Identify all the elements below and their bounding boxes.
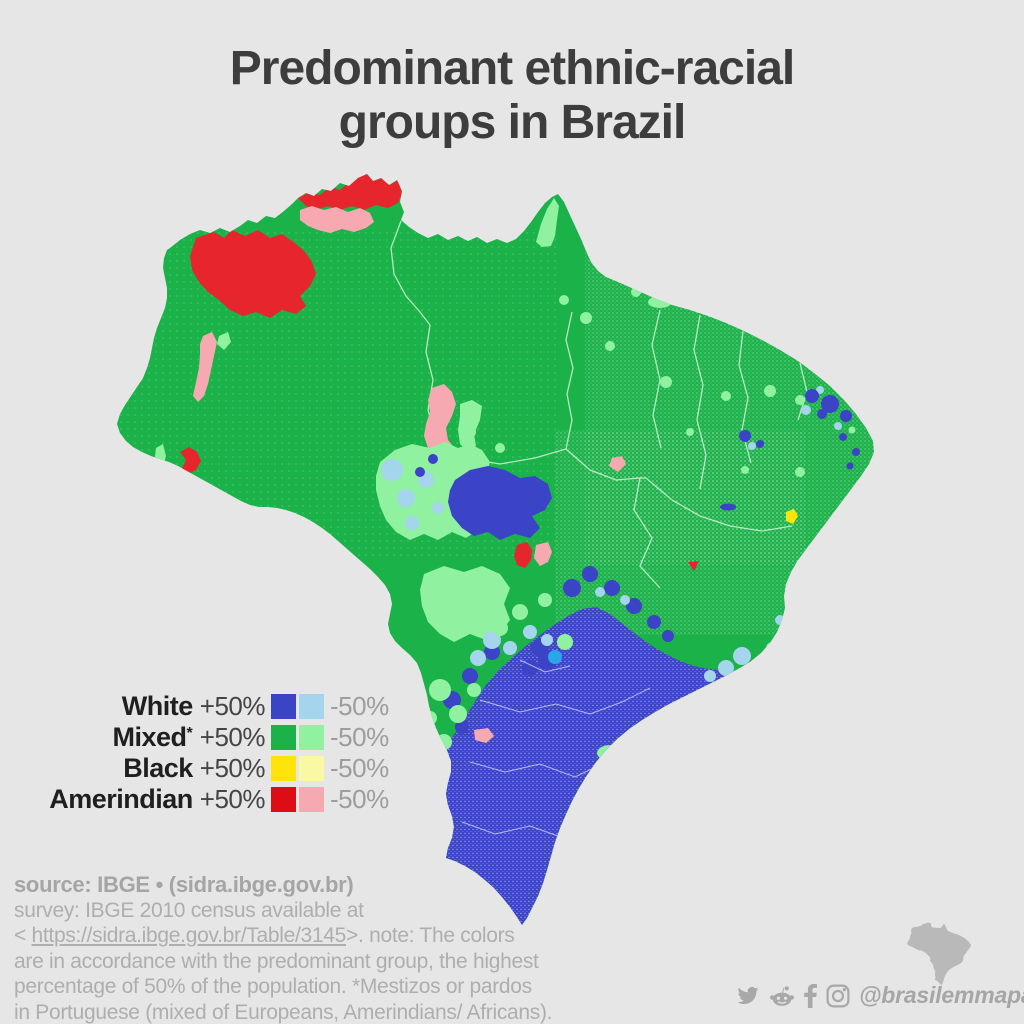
region-amerindian-minor-west [155,332,231,474]
facebook-icon[interactable] [804,983,817,1008]
legend-swatch-black-major [271,756,296,781]
region-amerindian-major-center-spot [514,542,532,568]
legend-swatch-amerindian-minor [299,787,324,812]
region-white-major-northeast-cluster [739,386,860,470]
legend-swatch-amerindian-major [271,787,296,812]
legend-swatch-white-major [271,694,296,719]
legend-swatch-black-minor [299,756,324,781]
source-line-2: survey: IBGE 2010 census available at [14,898,364,922]
legend-plus-label: +50% [199,722,266,752]
legend-swatch-mixed-minor [299,725,324,750]
legend-label-mixed: Mixed [112,722,188,752]
region-mixed-minor-amapa [536,198,559,247]
legend-mixed-asterisk: * [186,725,193,742]
source-line-bold: source: IBGE • (sidra.ibge.gov.br) [14,872,354,897]
legend-label-black: Black [123,753,193,783]
map-legend: White +50% -50% Mixed * +50% -50% Black +50%… [35,691,390,818]
legend-minus-label: -50% [330,722,389,752]
legend-label-white: White [121,691,194,721]
legend-swatch-white-minor [299,694,324,719]
region-amerindian-major-acre-spot [180,447,201,474]
legend-plus-label: +50% [199,784,266,814]
state-borders-south [461,659,651,837]
region-mixed-minor-scatter [464,287,805,477]
region-amerindian-minor-east-spot [609,456,626,472]
title-line-2: groups in Brazil [338,95,687,149]
region-amerindian-major-east-spot [688,561,699,571]
region-black-major-spot [786,509,798,524]
source-note: source: IBGE • (sidra.ibge.gov.br) surve… [14,872,554,1024]
legend-swatch-mixed-major [271,725,296,750]
social-footer: @brasilemmapas [736,982,1024,1009]
legend-row-amerindian: Amerindian +50% -50% [35,784,389,814]
region-white-major-minas-dash [720,503,736,511]
source-line-4: are in accordance with the predominant g… [14,949,539,973]
region-amerindian-major-northwest [190,174,402,318]
region-amerindian-minor-roraima [300,206,374,233]
legend-minus-label: -50% [330,784,389,814]
legend-row-black: Black +50% -50% [35,753,389,783]
legend-row-mixed: Mixed * +50% -50% [35,722,390,752]
region-highlight-cyan-spot [548,650,562,664]
title-line-1: Predominant ethnic-racial [229,42,795,95]
region-amerindian-minor-south-spot [474,728,494,743]
source-link[interactable]: https://sidra.ibge.gov.br/Table/3145 [31,924,347,947]
legend-minus-label: -50% [330,691,389,721]
source-line-5: percentage of 50% of the population. *Me… [14,975,532,998]
page-title: Predominant ethnic-racial groups in Braz… [0,42,1024,150]
texture-center-east [555,430,805,635]
instagram-icon[interactable] [826,984,850,1008]
social-handle[interactable]: @brasilemmapas [859,982,1024,1008]
twitter-icon[interactable] [736,985,760,1006]
reddit-icon[interactable] [769,985,795,1007]
legend-label-amerindian: Amerindian [49,784,193,814]
brasilemmapas-logo [907,922,971,986]
region-mato-grosso-cluster [376,442,552,642]
legend-minus-label: -50% [330,753,389,783]
legend-plus-label: +50% [199,691,266,721]
legend-row-white: White +50% -50% [35,691,389,721]
source-line-6: in Portuguese (mixed of Europeans, Ameri… [14,1000,553,1024]
legend-plus-label: +50% [199,753,266,783]
source-line-3: < https://sidra.ibge.gov.br/Table/3145>.… [14,924,515,947]
